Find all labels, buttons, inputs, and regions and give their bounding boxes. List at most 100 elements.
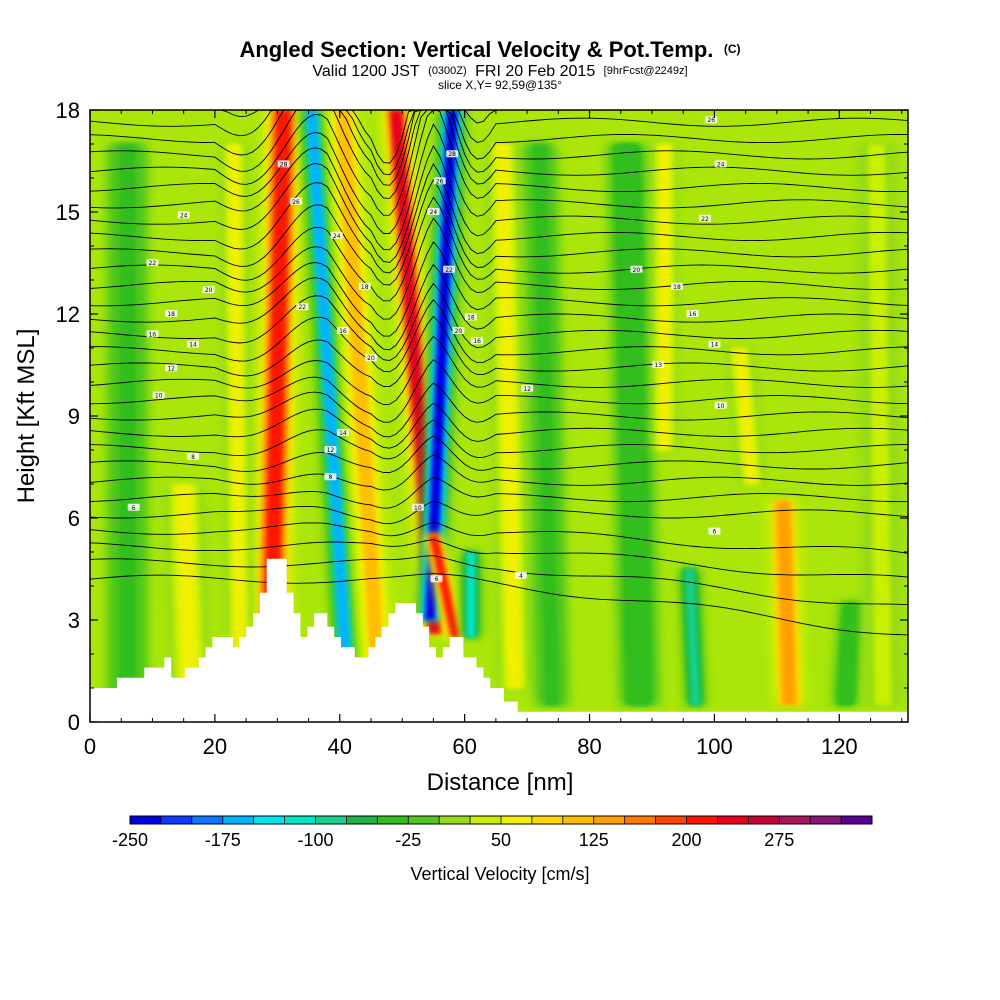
velocity-band: [416, 110, 466, 620]
isentrope-label-text: 10: [717, 403, 725, 410]
colorbar-tick-label: 200: [671, 830, 701, 850]
isentrope-label: 18: [464, 313, 477, 321]
isentrope-line: [90, 299, 908, 373]
isentrope-label-text: 6: [713, 529, 717, 536]
isentrope-label-text: 26: [707, 117, 715, 124]
isentrope-label-text: 8: [328, 474, 332, 481]
colorbar-swatch: [562, 816, 595, 824]
isentrope-label-text: 10: [414, 505, 422, 512]
x-tick-label: 0: [84, 734, 96, 759]
isentrope-line: [90, 178, 908, 286]
y-axis-label: Height [Kft MSL]: [13, 329, 40, 504]
isentrope-label-text: 26: [436, 178, 444, 185]
isentrope-label: 16: [686, 310, 699, 318]
colorbar-label: Vertical Velocity [cm/s]: [410, 864, 589, 884]
valid-date: FRI 20 Feb 2015: [475, 63, 595, 80]
terrain-mask: [90, 558, 908, 722]
isentrope-label: 24: [714, 160, 727, 168]
velocity-band-level: [618, 144, 648, 705]
isentrope-label-text: 16: [339, 328, 347, 335]
isentrope-line: [90, 162, 908, 274]
isentrope-line: [90, 110, 908, 234]
isentrope-label-text: 13: [654, 362, 662, 369]
isentrope-line: [90, 573, 908, 636]
x-axis-label: Distance [nm]: [427, 769, 574, 796]
isentrope-label-text: 14: [711, 342, 719, 349]
isentrope-label-text: 12: [167, 365, 175, 372]
velocity-band-level: [776, 501, 797, 705]
valid-prefix: Valid 1200 JST: [312, 63, 420, 80]
isentrope-label: 18: [165, 310, 178, 318]
x-tick-label: 80: [577, 734, 601, 759]
plot-area: 6 10 12 8 14 16 18 20 22 24 28 26 24 22 18 16 20 14 12 8 10 6…: [90, 110, 908, 722]
isentrope-label: 4: [514, 571, 527, 580]
isentrope-label: 24: [427, 208, 440, 216]
isentrope-label: 13: [652, 361, 665, 369]
colorbar-tick-label: 50: [491, 830, 511, 850]
x-tick-label: 60: [452, 734, 476, 759]
colorbar-swatch: [624, 816, 656, 824]
velocity-band-level: [839, 603, 858, 705]
isentrope-label-text: 26: [292, 199, 300, 206]
colorbar-tick-label: -250: [112, 830, 148, 850]
isentrope-line: [90, 435, 908, 473]
velocity-band-level: [335, 110, 385, 661]
velocity-band-level: [466, 552, 476, 637]
isentrope-label: 10: [411, 503, 424, 512]
isentrope-label-text: 14: [339, 430, 347, 437]
velocity-band: [460, 552, 482, 637]
colorbar-swatch: [408, 816, 440, 824]
isentrope-label-text: 22: [149, 260, 157, 267]
isentrope-label-text: 18: [467, 314, 475, 321]
velocity-band-level: [532, 144, 560, 705]
y-tick-label: 0: [68, 710, 80, 735]
isentrope-label-text: 10: [155, 393, 163, 400]
isentrope-label: 12: [165, 364, 178, 372]
isentrope-line: [90, 419, 908, 460]
colorbar-swatch: [253, 816, 285, 824]
velocity-band-level: [685, 569, 700, 705]
isentrope-label-text: 20: [455, 328, 463, 335]
isentrope-line: [90, 123, 908, 251]
colorbar-tick-label: 275: [764, 830, 794, 850]
isentrope-label-text: 6: [132, 505, 136, 512]
isentrope-line: [90, 521, 908, 554]
isentrope-line: [90, 555, 908, 606]
slice-info: slice X,Y= 92,59@135°: [438, 78, 562, 92]
isentrope-label-text: 18: [167, 311, 175, 318]
isentrope-label: 14: [336, 429, 349, 437]
velocity-band: [606, 144, 661, 705]
isentrope-line: [90, 315, 908, 387]
isentrope-label-text: 8: [191, 454, 195, 461]
isentrope-label-text: 4: [519, 573, 523, 580]
isentrope-label: 18: [670, 282, 683, 291]
chart-title: Angled Section: Vertical Velocity & Pot.…: [239, 37, 740, 62]
colorbar-swatch: [779, 816, 811, 824]
colorbar-swatch: [717, 816, 749, 824]
velocity-band: [484, 144, 532, 688]
y-tick-label: 6: [68, 506, 80, 531]
y-tick-label: 9: [68, 404, 80, 429]
velocity-band-level: [868, 144, 892, 705]
isentrope-label: 6: [127, 503, 140, 512]
velocity-band: [765, 501, 807, 705]
y-tick-label: 3: [68, 608, 80, 633]
isentrope-line: [90, 539, 908, 578]
isentrope-line: [90, 476, 908, 509]
colorbar-swatch: [315, 816, 347, 824]
colorbar-swatch: [655, 816, 687, 824]
isentrope-label: 28: [446, 150, 459, 158]
isentrope-line: [90, 335, 908, 406]
colorbar-swatch: [377, 816, 409, 824]
velocity-band: [299, 110, 359, 661]
isentrope-label-text: 12: [523, 386, 531, 393]
y-tick-label: 18: [56, 98, 80, 123]
isentrope-label-text: 18: [361, 284, 369, 291]
colorbar-tick-label: -175: [205, 830, 241, 850]
axes: 0 20 40 60 80 100 120 0 3 6 9 12 15 18: [56, 98, 908, 759]
velocity-band-level: [424, 110, 458, 620]
velocity-band: [163, 484, 211, 688]
isentrope-label-text: 24: [180, 212, 188, 219]
colorbar-swatch: [686, 816, 718, 824]
